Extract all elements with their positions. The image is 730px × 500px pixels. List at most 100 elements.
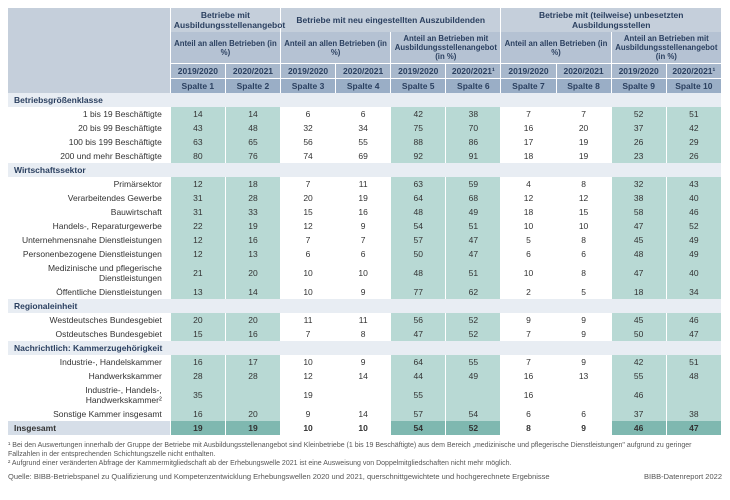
data-cell: 19: [225, 219, 280, 233]
data-cell: 20: [281, 191, 336, 205]
data-cell: 49: [446, 205, 501, 219]
data-cell: 20: [556, 121, 611, 135]
data-cell: 47: [391, 327, 446, 341]
data-cell: 8: [556, 177, 611, 191]
data-cell: 47: [446, 233, 501, 247]
data-table: Betriebe mit Ausbildungsstellenangebot B…: [8, 8, 722, 435]
data-cell: 51: [666, 355, 721, 369]
data-cell: 34: [336, 121, 391, 135]
row-label: 1 bis 19 Beschäftigte: [8, 107, 170, 121]
table-row: Westdeutsches Bundesgebiet20201111565299…: [8, 313, 722, 327]
data-cell: 57: [391, 407, 446, 421]
data-cell: 52: [611, 107, 666, 121]
data-cell: 10: [281, 421, 336, 435]
data-cell: 6: [281, 247, 336, 261]
data-cell: 52: [446, 327, 501, 341]
data-cell: 28: [225, 369, 280, 383]
table-row: Industrie-, Handels-, Handwerkskammer²35…: [8, 383, 722, 407]
row-label: Ostdeutsches Bundesgebiet: [8, 327, 170, 341]
data-cell: 4: [501, 177, 556, 191]
data-cell: 16: [225, 233, 280, 247]
data-cell: [666, 383, 721, 407]
header-sub-2: Anteil an allen Betrieben (in %): [281, 32, 391, 64]
data-cell: 64: [391, 191, 446, 205]
data-cell: 9: [281, 407, 336, 421]
data-cell: 86: [446, 135, 501, 149]
data-cell: 9: [556, 421, 611, 435]
row-label: Bauwirtschaft: [8, 205, 170, 219]
data-cell: 7: [501, 355, 556, 369]
footnote-1: ¹ Bei den Auswertungen innerhalb der Gru…: [8, 441, 722, 459]
data-cell: 9: [501, 313, 556, 327]
data-cell: 19: [225, 421, 280, 435]
data-cell: 10: [336, 261, 391, 285]
data-cell: 8: [336, 327, 391, 341]
data-cell: 34: [666, 285, 721, 299]
data-cell: 52: [446, 421, 501, 435]
row-label: Personenbezogene Dienstleistungen: [8, 247, 170, 261]
group-header: Wirtschaftssektor: [8, 163, 722, 177]
data-cell: 48: [666, 369, 721, 383]
data-cell: 42: [666, 121, 721, 135]
data-cell: 47: [666, 421, 721, 435]
data-cell: 31: [170, 205, 225, 219]
data-cell: 12: [170, 233, 225, 247]
data-cell: 10: [281, 285, 336, 299]
data-cell: 20: [225, 313, 280, 327]
row-label: Öffentliche Dienstleistungen: [8, 285, 170, 299]
data-cell: 20: [225, 261, 280, 285]
data-cell: 69: [336, 149, 391, 163]
data-cell: 6: [556, 247, 611, 261]
data-cell: 13: [225, 247, 280, 261]
row-label: Sonstige Kammer insgesamt: [8, 407, 170, 421]
data-cell: 37: [611, 121, 666, 135]
data-cell: 16: [501, 369, 556, 383]
data-cell: 14: [225, 107, 280, 121]
data-cell: 45: [611, 313, 666, 327]
data-cell: 35: [170, 383, 225, 407]
data-cell: 18: [501, 149, 556, 163]
header-year: 2020/2021: [225, 64, 280, 79]
data-cell: 48: [391, 205, 446, 219]
data-cell: 7: [281, 177, 336, 191]
data-cell: 49: [666, 233, 721, 247]
data-cell: 19: [281, 383, 336, 407]
row-label: 100 bis 199 Beschäftigte: [8, 135, 170, 149]
data-cell: 63: [170, 135, 225, 149]
data-cell: 47: [611, 261, 666, 285]
data-cell: 42: [391, 107, 446, 121]
data-cell: 31: [170, 191, 225, 205]
data-cell: 6: [556, 407, 611, 421]
data-cell: 9: [556, 313, 611, 327]
data-cell: 58: [611, 205, 666, 219]
data-cell: 74: [281, 149, 336, 163]
data-cell: 43: [170, 121, 225, 135]
header-group-3: Betriebe mit (teilweise) unbesetzten Aus…: [501, 8, 722, 32]
header-year: 2019/2020: [170, 64, 225, 79]
data-cell: 14: [336, 407, 391, 421]
data-cell: 9: [556, 327, 611, 341]
table-row: Industrie-, Handelskammer161710964557942…: [8, 355, 722, 369]
data-cell: 51: [446, 261, 501, 285]
data-cell: 48: [391, 261, 446, 285]
data-cell: 14: [225, 285, 280, 299]
data-cell: 44: [391, 369, 446, 383]
table-row: 1 bis 19 Beschäftigte1414664238775251: [8, 107, 722, 121]
table-row: Ostdeutsches Bundesgebiet151678475279504…: [8, 327, 722, 341]
data-cell: 10: [556, 219, 611, 233]
data-cell: 77: [391, 285, 446, 299]
group-header: Regionaleinheit: [8, 299, 722, 313]
header-blank: [8, 8, 170, 93]
row-label: Primärsektor: [8, 177, 170, 191]
data-cell: 6: [501, 407, 556, 421]
header-col: Spalte 4: [336, 79, 391, 94]
data-cell: 26: [666, 149, 721, 163]
data-cell: 20: [225, 407, 280, 421]
data-cell: 54: [391, 219, 446, 233]
data-cell: 9: [336, 219, 391, 233]
row-label: 200 und mehr Beschäftigte: [8, 149, 170, 163]
data-cell: 2: [501, 285, 556, 299]
data-cell: 48: [225, 121, 280, 135]
data-cell: 52: [446, 313, 501, 327]
data-cell: [225, 383, 280, 407]
